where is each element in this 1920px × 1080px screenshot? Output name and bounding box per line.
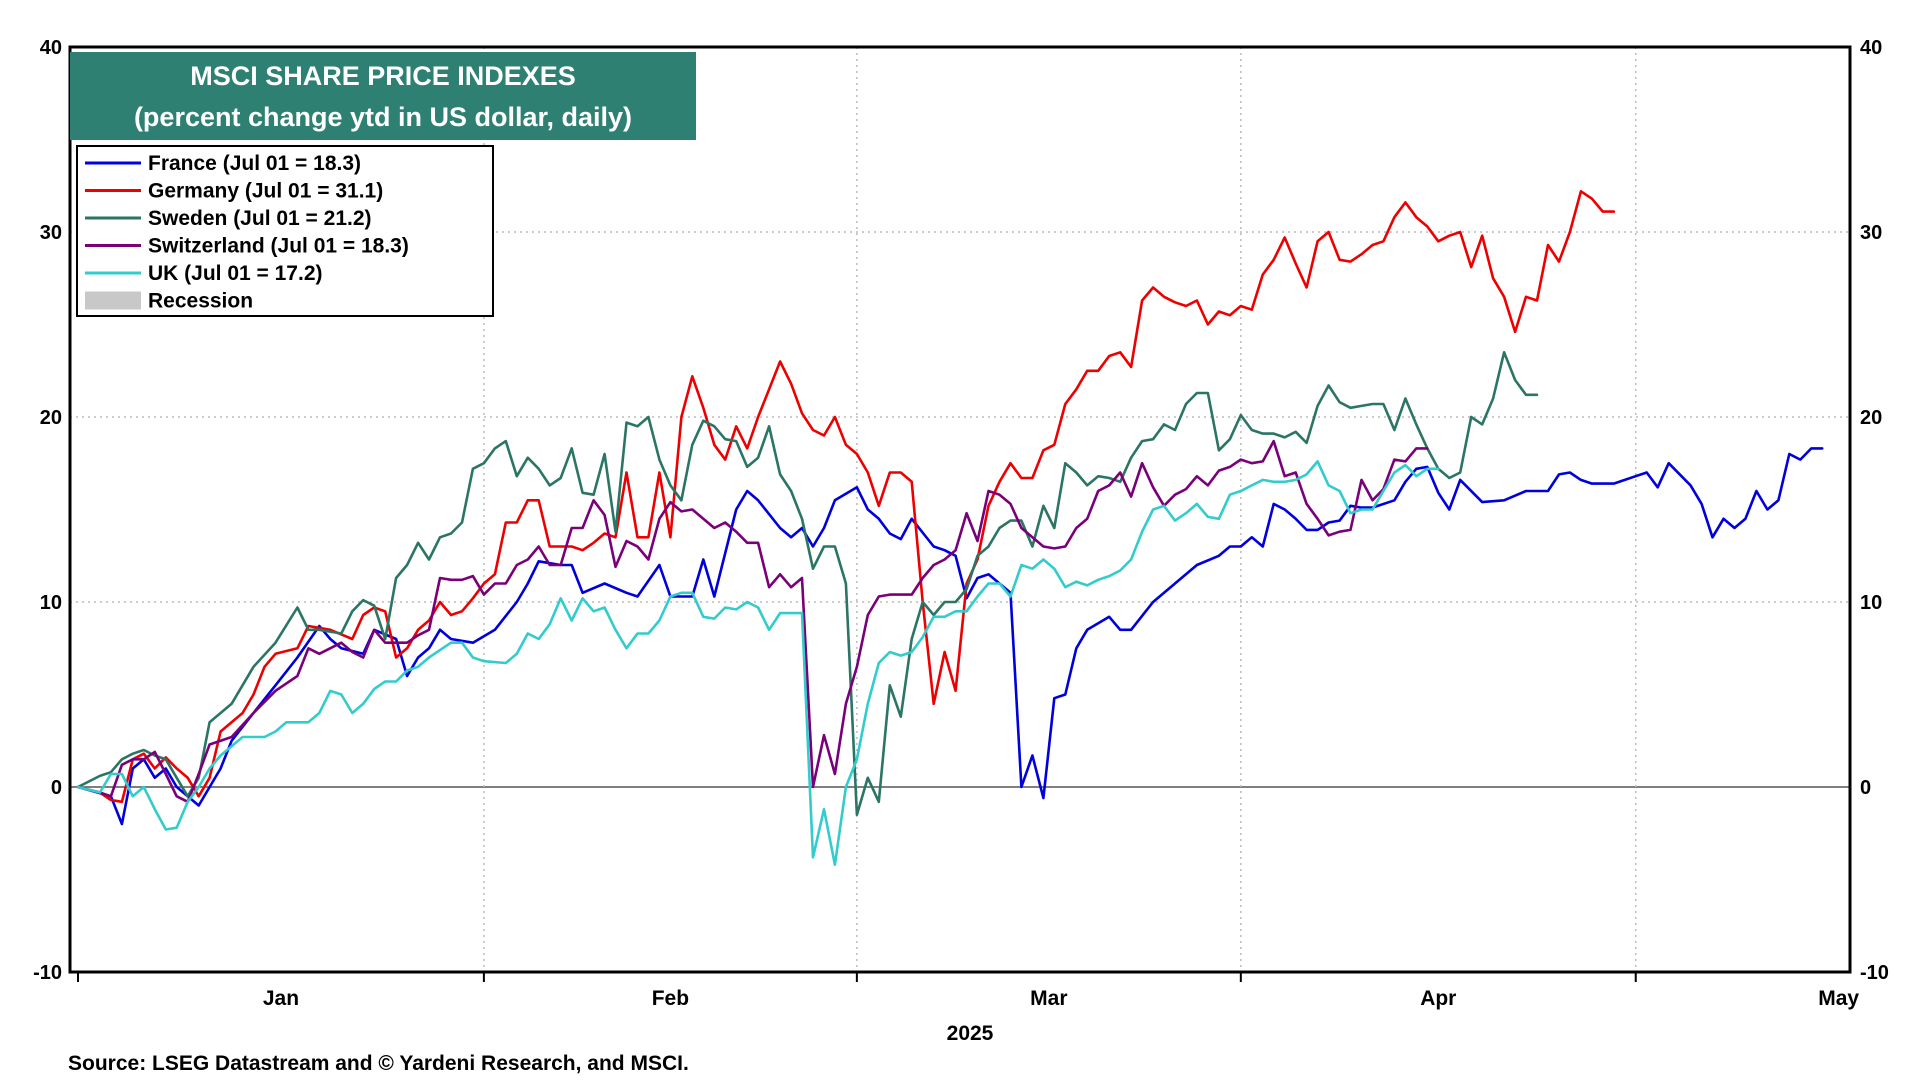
series-line-germany [76,190,1616,804]
y-tick-label-left: 10 [40,592,62,614]
y-tick-label-left: -10 [33,962,62,984]
x-tick-label-apr: Apr [1420,987,1456,1010]
y-tick-label-right: 0 [1860,777,1871,799]
legend-label-switzerland: Switzerland (Jul 01 = 18.3) [148,235,409,258]
axes: -10-10001010202030304040JanFebMarAprMayJ… [33,37,1889,1010]
x-tick-label-jan: Jan [263,987,299,1010]
series-line-uk [76,460,1440,866]
legend-box [76,145,494,317]
y-tick-label-right: 30 [1860,222,1882,244]
y-tick-label-left: 30 [40,222,62,244]
legend-label-recession: Recession [148,290,253,313]
series-line-france [76,447,1824,826]
y-tick-label-left: 0 [51,777,62,799]
series-lines [76,190,1824,866]
chart-title: MSCI SHARE PRICE INDEXES [190,61,576,91]
series-line-sweden [76,351,1539,817]
x-tick-label-mar: Mar [1030,987,1067,1010]
chart-subtitle: (percent change ytd in US dollar, daily) [134,102,632,132]
grid-lines [70,47,1850,972]
series-line-switzerland [76,439,1429,804]
y-tick-label-right: -10 [1860,962,1889,984]
legend-label-germany: Germany (Jul 01 = 31.1) [148,180,383,203]
x-tick-label-feb: Feb [652,987,689,1010]
legend: France (Jul 01 = 18.3) Germany (Jul 01 = … [76,145,494,317]
legend-label-uk: UK (Jul 01 = 17.2) [148,262,323,285]
title-box: MSCI SHARE PRICE INDEXES (percent change… [70,52,696,140]
y-tick-label-right: 10 [1860,592,1882,614]
y-tick-label-right: 20 [1860,407,1882,429]
x-tick-label-may: May [1818,987,1859,1010]
legend-label-france: France (Jul 01 = 18.3) [148,152,361,175]
year-label: 2025 [947,1022,994,1045]
legend-label-sweden: Sweden (Jul 01 = 21.2) [148,207,372,230]
title-background [70,52,696,140]
y-tick-label-left: 40 [40,37,62,59]
y-tick-label-left: 20 [40,407,62,429]
y-tick-label-right: 40 [1860,37,1882,59]
source-note: Source: LSEG Datastream and © Yardeni Re… [68,1052,689,1075]
legend-swatch-recession [85,291,141,310]
plot-frame [68,45,1852,974]
